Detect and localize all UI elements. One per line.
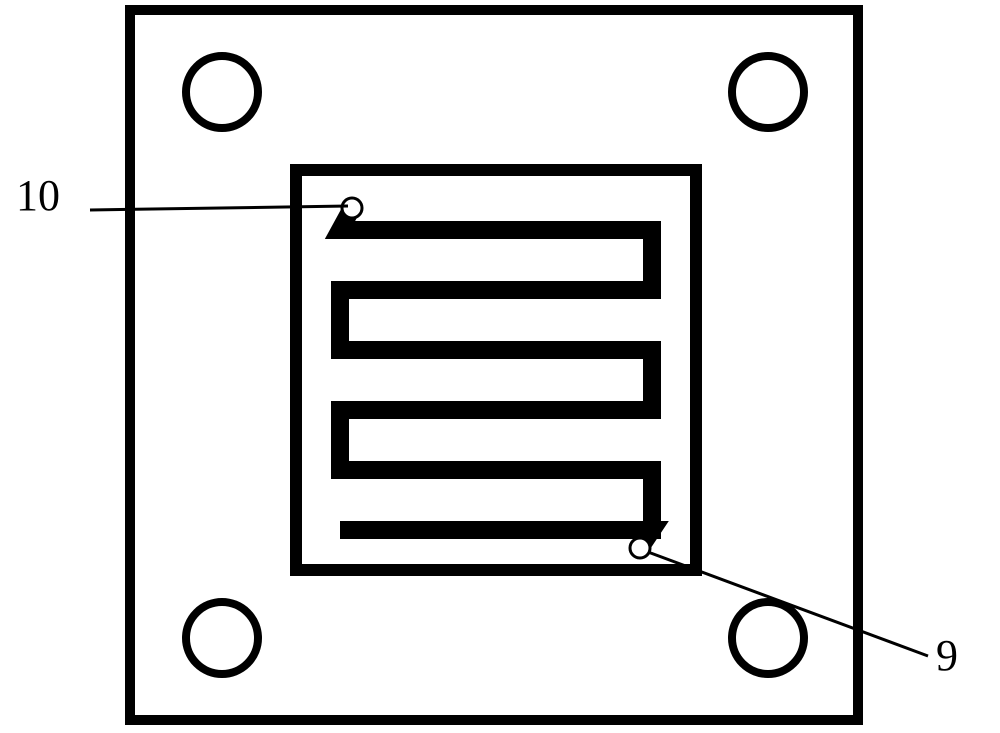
mount-hole-1 [732,56,804,128]
diagram-stage: 10 9 [0,0,1000,733]
port-9 [630,538,650,558]
diagram-svg [0,0,1000,733]
mount-hole-3 [732,602,804,674]
callout-9-label: 9 [936,630,958,681]
outer-plate [130,10,858,720]
port-10 [342,198,362,218]
serpentine-channel [340,208,652,548]
mount-hole-0 [186,56,258,128]
callout-10-label: 10 [16,170,60,221]
leader-9 [648,552,928,656]
mount-hole-2 [186,602,258,674]
